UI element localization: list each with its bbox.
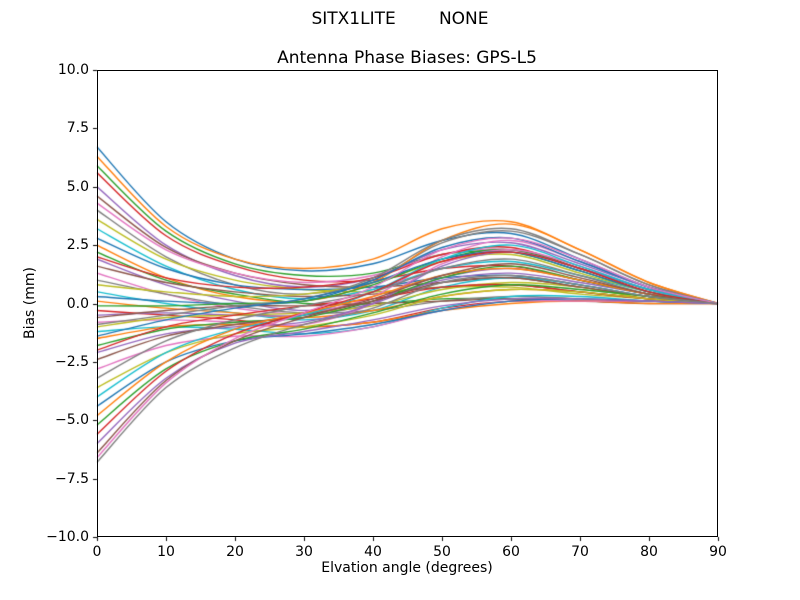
y-tick-label: −2.5 [55,353,89,370]
y-tick-label: −10.0 [46,529,89,545]
y-tick-label: 7.5 [66,120,89,137]
x-axis-label: Elvation angle (degrees) [321,560,493,576]
x-tick-label: 80 [640,544,658,560]
x-tick-label: 40 [364,544,382,560]
x-tick-label: 30 [295,544,313,560]
x-tick-label: 10 [157,544,175,560]
axes-title: Antenna Phase Biases: GPS-L5 [277,48,537,68]
y-tick-label: 5.0 [66,178,89,195]
y-tick-label: 0.0 [66,295,89,312]
x-tick-label: 20 [226,544,244,560]
y-tick-label: 10.0 [57,62,89,78]
x-tick-label: 70 [571,544,589,560]
y-tick-label: −7.5 [55,470,89,487]
plot-area [97,70,718,537]
x-tick-label: 60 [502,544,520,560]
y-tick-label: −5.0 [55,412,89,429]
y-axis-label: Bias (mm) [22,266,38,340]
y-tick-label: 2.5 [66,237,89,254]
x-tick-label: 0 [92,544,102,560]
figure-suptitle: SITX1LITE NONE [311,9,489,29]
x-tick-label: 90 [709,544,727,560]
x-tick-label: 50 [433,544,451,560]
